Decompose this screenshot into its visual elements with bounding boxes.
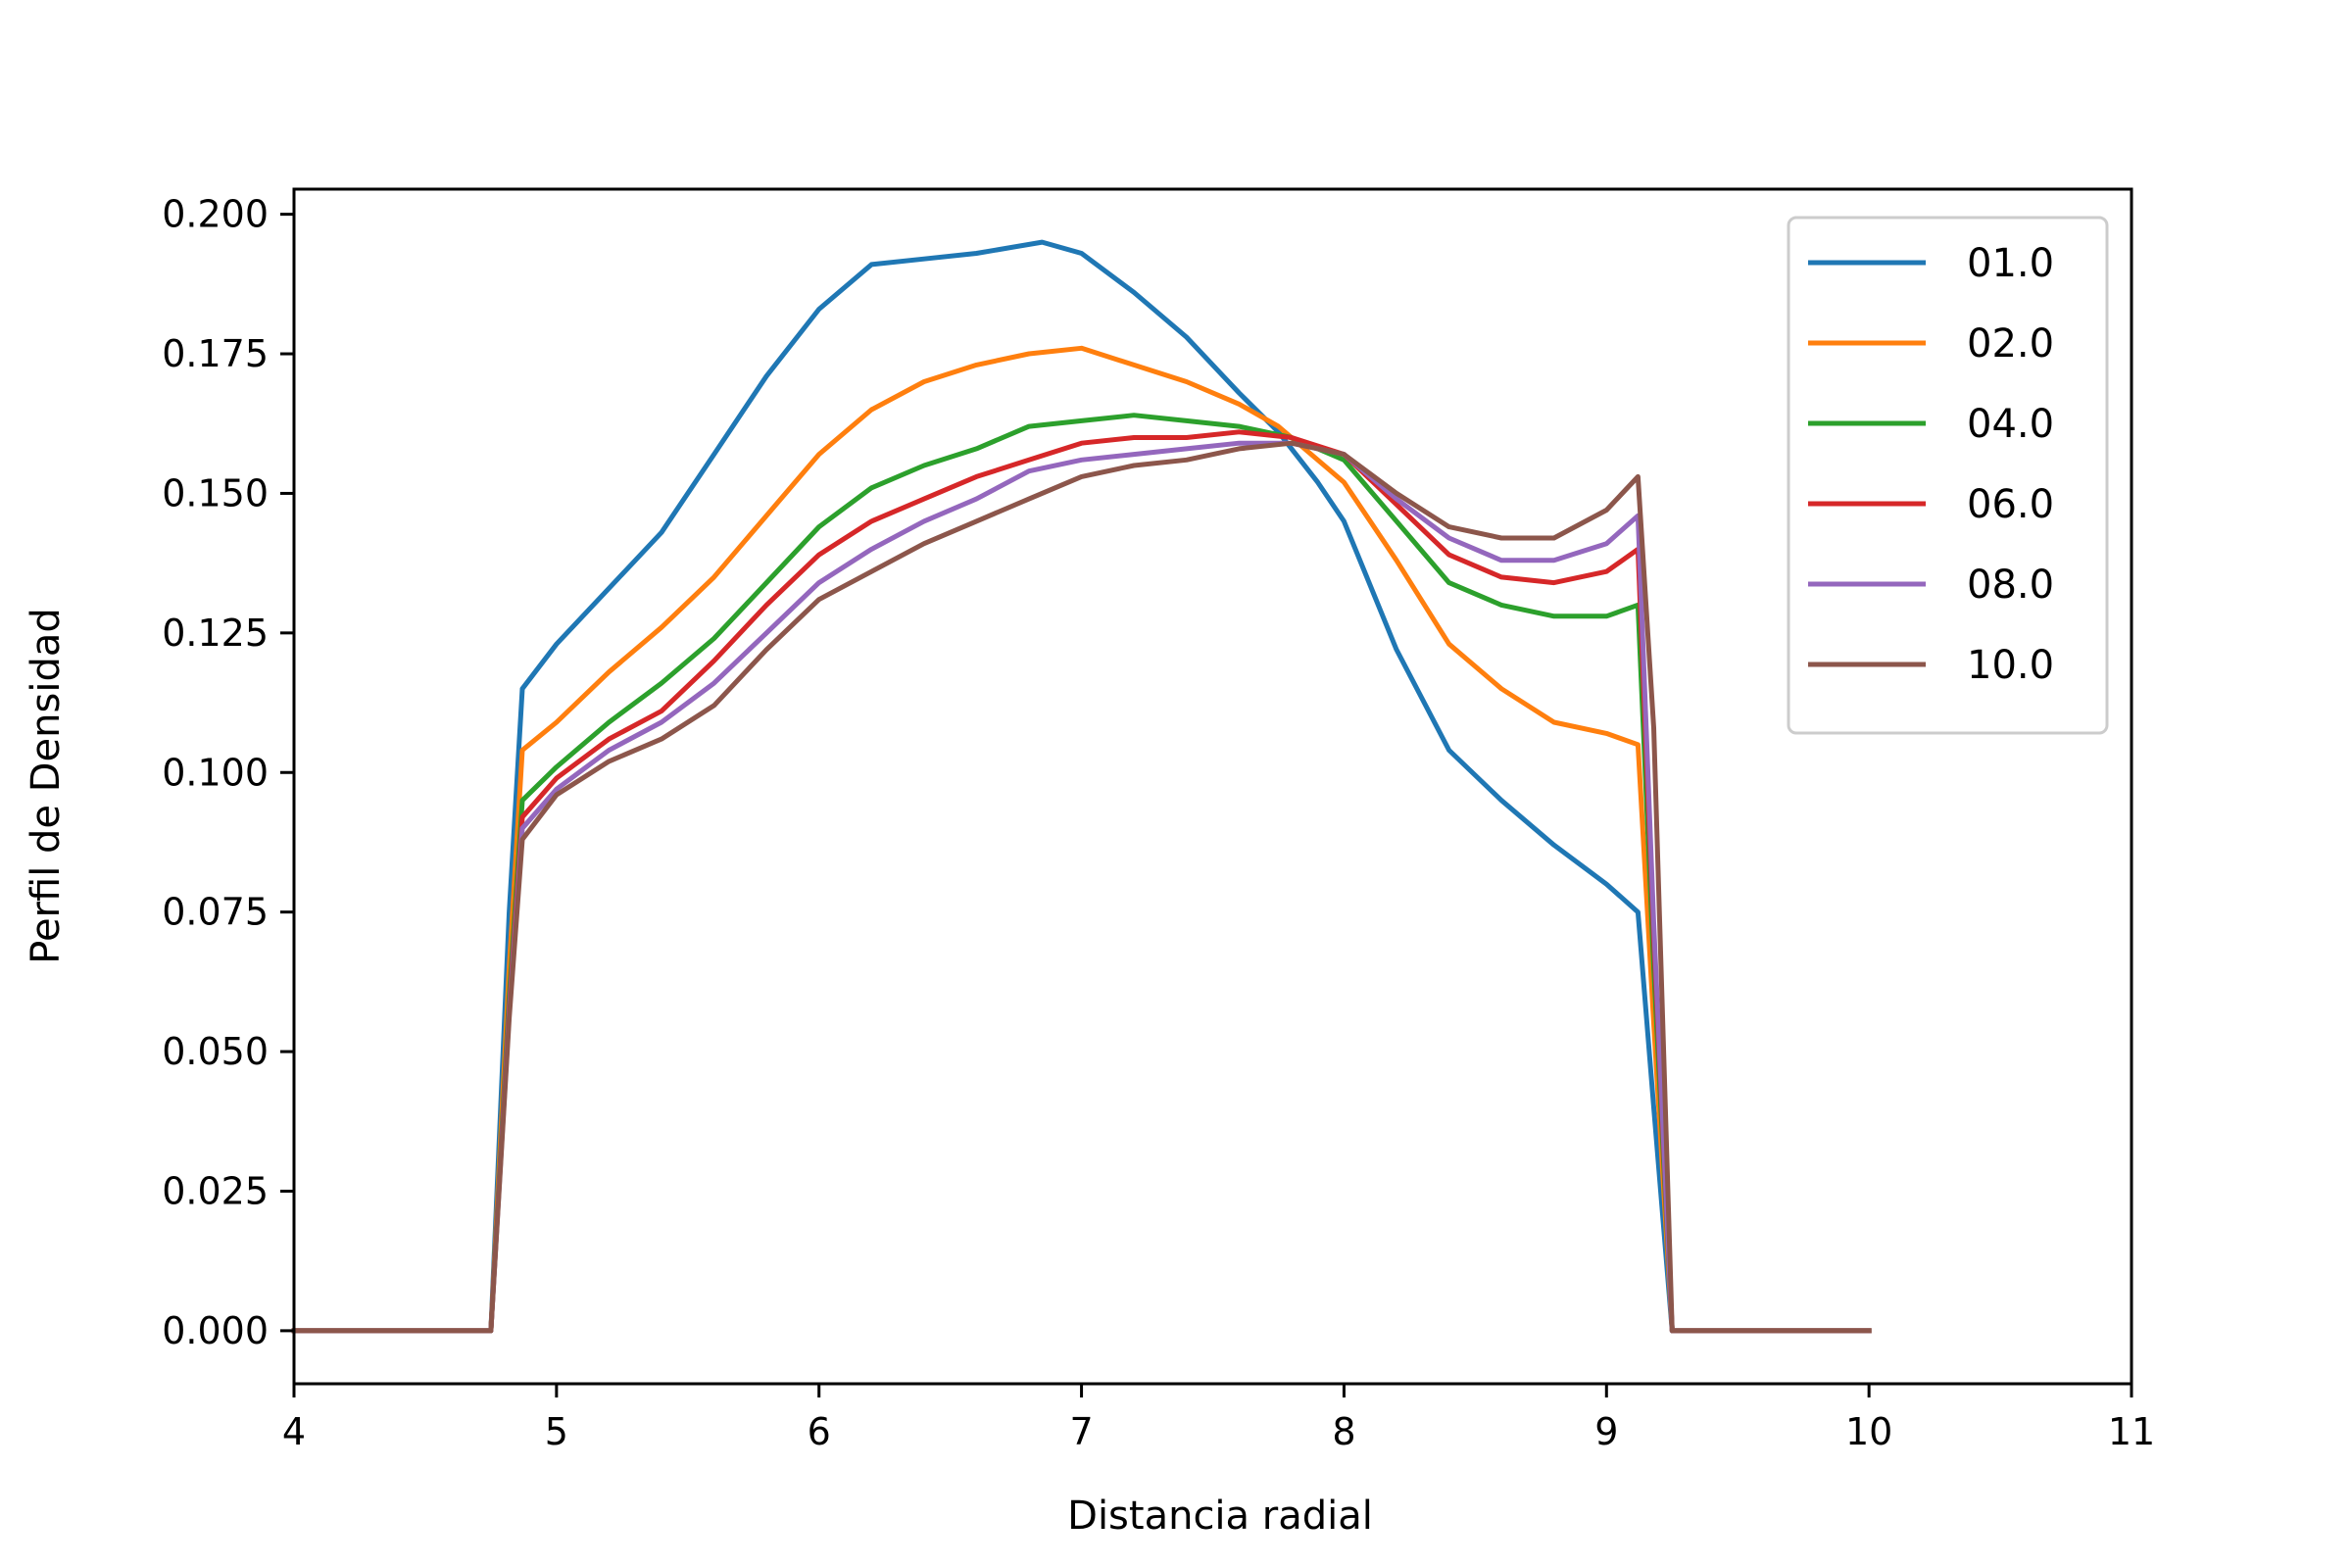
y-tick-label: 0.200 — [162, 193, 269, 236]
series-line-6 — [291, 440, 1872, 1334]
y-axis-label: Perfil de Densidad — [24, 608, 69, 964]
series-line-5 — [291, 440, 1872, 1334]
y-tick-label: 0.025 — [162, 1169, 269, 1212]
x-tick-label: 4 — [282, 1410, 306, 1453]
y-tick-label: 0.050 — [162, 1030, 269, 1073]
x-axis-label: Distancia radial — [1067, 1494, 1373, 1539]
y-tick-label: 0.100 — [162, 751, 269, 794]
x-tick-label: 9 — [1594, 1410, 1618, 1453]
y-tick-label: 0.000 — [162, 1309, 269, 1352]
series-line-1 — [291, 239, 1872, 1334]
legend-label-6: 10.0 — [1967, 643, 2054, 688]
axes-layer: 4 5 6 7 8 9 10 11 0.000 0.025 0.050 0.075 0.100 0.125… — [162, 187, 2155, 1453]
legend-label-3: 04.0 — [1967, 402, 2054, 447]
y-tick-label: 0.175 — [162, 332, 269, 375]
x-tick-label: 8 — [1332, 1410, 1355, 1453]
legend-label-1: 01.0 — [1967, 241, 2054, 286]
legend-box — [1787, 216, 2109, 735]
y-tick-label: 0.125 — [162, 612, 269, 655]
x-tick-label: 7 — [1069, 1410, 1093, 1453]
series-layer — [291, 239, 1872, 1334]
legend-label-5: 08.0 — [1967, 563, 2054, 608]
x-tick-label: 10 — [1845, 1410, 1892, 1453]
y-tick-label: 0.150 — [162, 471, 269, 514]
x-tick-label: 6 — [808, 1410, 831, 1453]
series-line-4 — [291, 429, 1872, 1334]
legend: 01.0 02.0 04.0 06.0 08.0 10.0 — [1787, 216, 2109, 735]
legend-label-4: 06.0 — [1967, 482, 2054, 527]
series-line-3 — [291, 413, 1872, 1334]
y-tick-label: 0.075 — [162, 891, 269, 934]
x-tick-label: 11 — [2108, 1410, 2155, 1453]
axes-frame — [292, 187, 2133, 1386]
series-line-2 — [291, 345, 1872, 1334]
legend-label-2: 02.0 — [1967, 321, 2054, 367]
x-tick-label: 5 — [545, 1410, 568, 1453]
